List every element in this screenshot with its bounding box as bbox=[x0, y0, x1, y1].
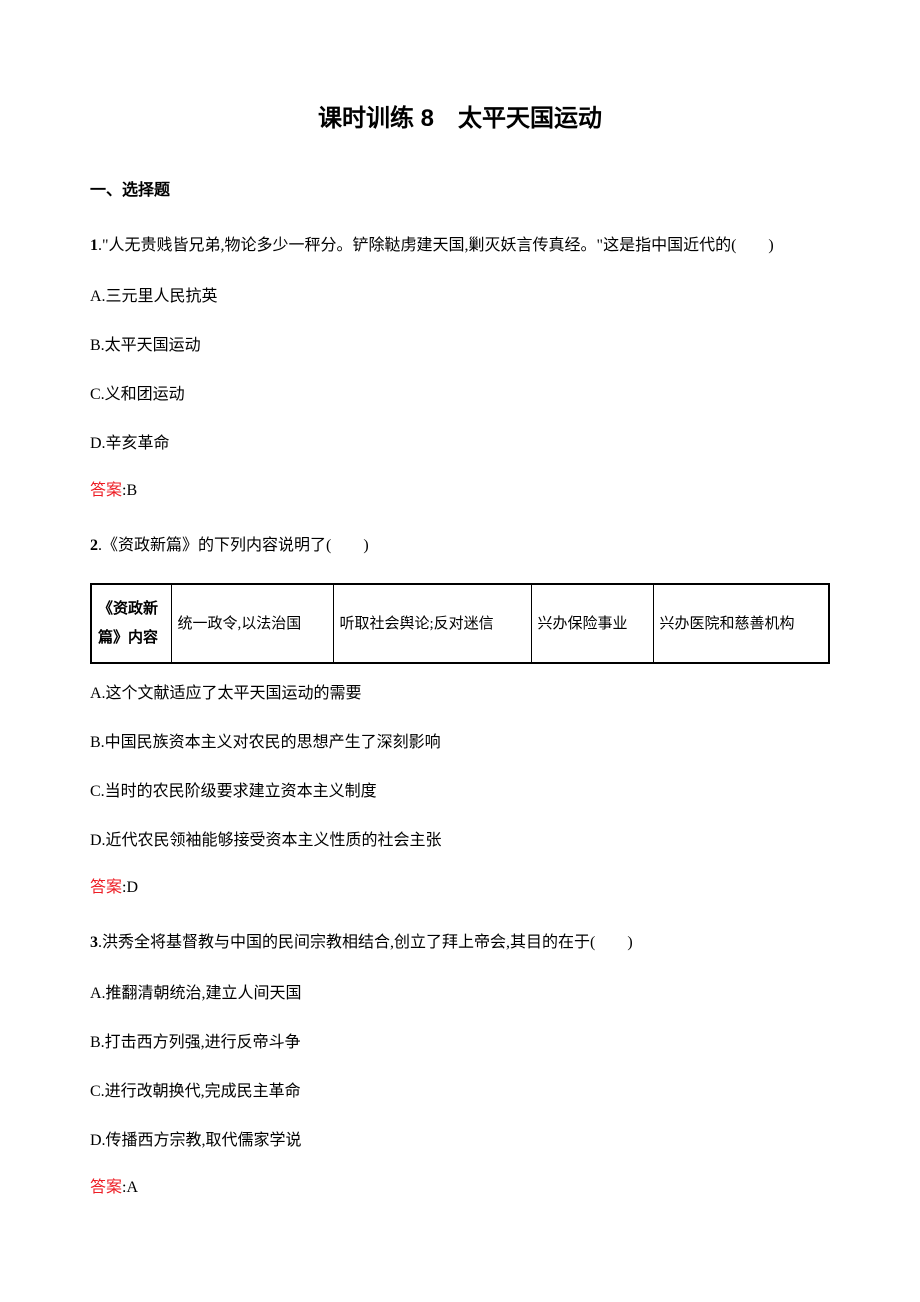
question-2: 2.《资政新篇》的下列内容说明了( ) 《资政新篇》内容 统一政令,以法治国 听… bbox=[90, 528, 830, 901]
q2-answer: 答案:D bbox=[90, 875, 830, 901]
q3-option-a: A.推翻清朝统治,建立人间天国 bbox=[90, 980, 830, 1009]
q3-answer-value: :A bbox=[122, 1179, 138, 1196]
question-3-body: .洪秀全将基督教与中国的民间宗教相结合,创立了拜上帝会,其目的在于( ) bbox=[98, 934, 633, 951]
question-2-body: .《资政新篇》的下列内容说明了( ) bbox=[98, 537, 369, 554]
question-1: 1."人无贵贱皆兄弟,物论多少一秤分。铲除鞑虏建天国,剿灭妖言传真经。"这是指中… bbox=[90, 228, 830, 504]
table-cell: 兴办保险事业 bbox=[531, 584, 653, 663]
q2-option-b: B.中国民族资本主义对农民的思想产生了深刻影响 bbox=[90, 729, 830, 758]
table-cell: 兴办医院和慈善机构 bbox=[653, 584, 829, 663]
answer-label: 答案 bbox=[90, 1179, 122, 1196]
q3-answer: 答案:A bbox=[90, 1175, 830, 1201]
question-2-text: 2.《资政新篇》的下列内容说明了( ) bbox=[90, 528, 830, 563]
table-row: 《资政新篇》内容 统一政令,以法治国 听取社会舆论;反对迷信 兴办保险事业 兴办… bbox=[91, 584, 829, 663]
question-1-num: 1 bbox=[90, 237, 98, 254]
table-cell: 统一政令,以法治国 bbox=[171, 584, 333, 663]
q1-option-c: C.义和团运动 bbox=[90, 381, 830, 410]
q1-answer: 答案:B bbox=[90, 478, 830, 504]
question-1-text: 1."人无贵贱皆兄弟,物论多少一秤分。铲除鞑虏建天国,剿灭妖言传真经。"这是指中… bbox=[90, 228, 830, 263]
q2-table: 《资政新篇》内容 统一政令,以法治国 听取社会舆论;反对迷信 兴办保险事业 兴办… bbox=[90, 583, 830, 664]
answer-label: 答案 bbox=[90, 482, 122, 499]
answer-label: 答案 bbox=[90, 879, 122, 896]
table-cell: 听取社会舆论;反对迷信 bbox=[333, 584, 531, 663]
table-header-cell: 《资政新篇》内容 bbox=[91, 584, 171, 663]
question-2-num: 2 bbox=[90, 537, 98, 554]
page-title: 课时训练 8 太平天国运动 bbox=[90, 100, 830, 138]
section-header: 一、选择题 bbox=[90, 178, 830, 204]
q1-option-a: A.三元里人民抗英 bbox=[90, 283, 830, 312]
q3-option-c: C.进行改朝换代,完成民主革命 bbox=[90, 1078, 830, 1107]
question-3-text: 3.洪秀全将基督教与中国的民间宗教相结合,创立了拜上帝会,其目的在于( ) bbox=[90, 925, 830, 960]
question-1-body: ."人无贵贱皆兄弟,物论多少一秤分。铲除鞑虏建天国,剿灭妖言传真经。"这是指中国… bbox=[98, 237, 774, 254]
q2-option-c: C.当时的农民阶级要求建立资本主义制度 bbox=[90, 778, 830, 807]
q2-option-a: A.这个文献适应了太平天国运动的需要 bbox=[90, 680, 830, 709]
q3-option-d: D.传播西方宗教,取代儒家学说 bbox=[90, 1127, 830, 1156]
q3-option-b: B.打击西方列强,进行反帝斗争 bbox=[90, 1029, 830, 1058]
q2-answer-value: :D bbox=[122, 879, 138, 896]
question-3: 3.洪秀全将基督教与中国的民间宗教相结合,创立了拜上帝会,其目的在于( ) A.… bbox=[90, 925, 830, 1201]
q1-option-d: D.辛亥革命 bbox=[90, 430, 830, 459]
q2-option-d: D.近代农民领袖能够接受资本主义性质的社会主张 bbox=[90, 827, 830, 856]
q1-answer-value: :B bbox=[122, 482, 137, 499]
q1-option-b: B.太平天国运动 bbox=[90, 332, 830, 361]
question-3-num: 3 bbox=[90, 934, 98, 951]
